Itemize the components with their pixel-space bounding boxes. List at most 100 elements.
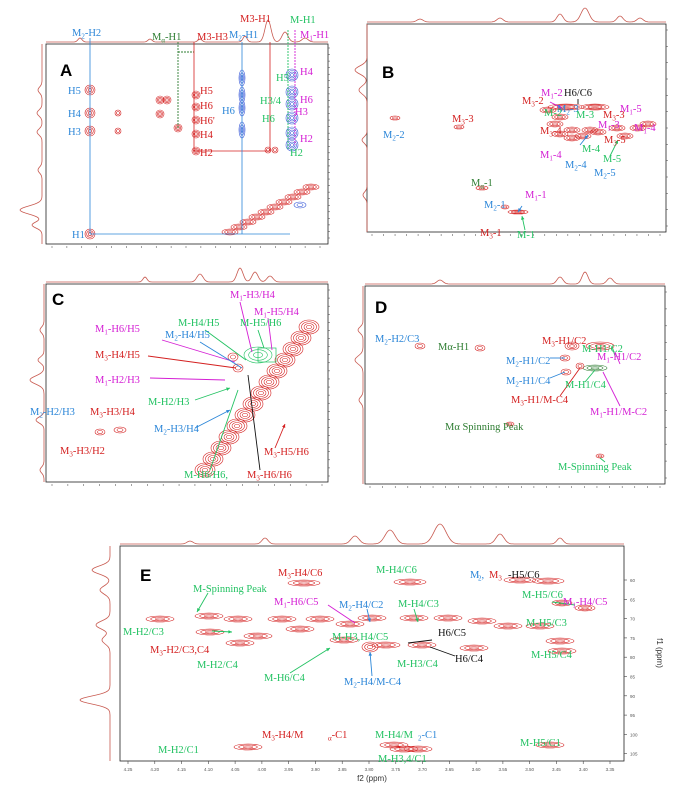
panel-c-diag-peak-ring — [210, 440, 232, 456]
panel-b-ring-peak-ring — [642, 121, 654, 127]
panel-e-row60-peak-ring — [503, 576, 537, 584]
panel-c-diag-peak-ring — [271, 367, 283, 375]
panel-b-ring-peak-ring — [552, 122, 558, 126]
panel-c-line9 — [209, 389, 239, 471]
panel-a-diag-peak-ring — [227, 230, 233, 234]
panel-a-diag-peak-ring — [224, 229, 236, 235]
panel-c-diag-peak-ring — [253, 387, 269, 399]
panel-a-mag-h2: H3 — [295, 107, 308, 118]
panel-e-row60-peak — [393, 578, 427, 586]
panel-c-diag-peak-ring — [282, 341, 304, 357]
panel-b-m21-peak-ring — [500, 204, 510, 210]
panel-e-label-mh5c3: M-H5/C3 — [526, 618, 567, 629]
panel-e-row70-peak-ring — [340, 621, 360, 627]
panel-e-xtick-label: 3.50 — [525, 767, 534, 772]
panel-e-row60-peak — [287, 579, 321, 587]
panel-a-weak-peak-ring — [114, 127, 122, 135]
panel-e-row70-peak — [145, 615, 175, 623]
panel-e-xtick-label: 4.05 — [231, 767, 240, 772]
panel-d-mah1-peak — [474, 344, 486, 352]
panel-a-mix-peak-ring — [287, 70, 297, 80]
panel-c-label-m2h4h5: M2-H4/H5 — [165, 330, 210, 343]
panel-a-mix-peak-ring — [287, 140, 297, 150]
projection-traces — [19, 7, 666, 761]
panel-e-row70-peak — [305, 615, 335, 623]
panel-b-label-m1: M-1 — [517, 230, 535, 241]
panel-a-mix-peak-ring — [290, 102, 294, 106]
panel-e-arrow-mh4c3-head — [415, 618, 419, 622]
panel-e-xtick-label: 4.20 — [150, 767, 159, 772]
panel-e-row75-peak-ring — [329, 636, 359, 644]
panel-d-mh1c4-peak-ring — [586, 365, 604, 371]
panel-a-label-mh1: M-H1 — [290, 15, 316, 26]
panel-e-xtick-label: 3.90 — [311, 767, 320, 772]
panel-b-top-trace — [367, 7, 666, 23]
panel-a-label-mah1: Mα-H1 — [152, 32, 181, 45]
panel-e-row60-peak-ring — [393, 578, 427, 586]
panel-c-diag-peak-ring — [250, 401, 256, 407]
panel-c-m3h3h4-peak-ring — [113, 426, 127, 434]
panel-b-ring-peak-ring — [619, 133, 631, 139]
panel-a-m3-peak-ring — [193, 117, 199, 123]
panel-c-diag-peak-ring — [293, 332, 309, 344]
panel-c-diag-peak-ring — [303, 323, 315, 331]
panel-d-m2h1c4-peak — [560, 368, 572, 376]
panel-e-row70-peak-ring — [367, 616, 377, 620]
panel-a-diag-peak-ring — [281, 200, 287, 204]
panel-c-diag-peak-ring — [298, 319, 320, 335]
panel-e-row75-peak-ring — [235, 641, 245, 645]
panel-e-label-m2m3-c: M3 — [489, 570, 502, 583]
panel-a-mix-peak-ring — [290, 116, 294, 120]
panel-b-m31-peak-ring — [507, 209, 529, 215]
panel-b-ma1-peak-ring — [478, 186, 486, 190]
panel-a-diag-blue-ring — [296, 203, 304, 207]
panel-b-ring-peak-ring — [542, 107, 554, 113]
panel-c-label-mh4h5: M-H4/H5 — [178, 318, 219, 329]
panel-e-row60-peak-ring — [287, 579, 321, 587]
panel-e-label-mh4m2c1: M-H4/M — [375, 730, 414, 741]
panel-c-line10 — [247, 374, 261, 471]
panel-b-ring-peak-ring — [616, 132, 634, 140]
panel-e-row70-peak-ring — [155, 617, 165, 621]
panel-e-row100-peak-ring — [389, 743, 399, 747]
panel-a-m3-peak-ring — [193, 104, 199, 110]
panel-c-label-m1h3h4: M1-H3/H4 — [230, 290, 276, 303]
panel-d-label-m1h1mc2: M1-H1/M-C2 — [590, 407, 647, 420]
panel-d-m2h2c3-peak-ring — [417, 344, 423, 348]
panel-b-ring-peak — [563, 126, 581, 134]
panel-e-row75-peak — [371, 641, 401, 649]
panel-a-m3-peak-ring — [194, 132, 198, 136]
panel-b-m33-peak — [453, 124, 465, 130]
panel-b-label-m22: M2-2 — [383, 130, 405, 143]
panel-c-diag-peak-ring — [213, 442, 229, 454]
panel-e-row70-peak-ring — [409, 616, 419, 620]
panel-d-left-trace — [354, 286, 364, 484]
panel-e-label-mh2c3: M-H2/C3 — [123, 627, 164, 638]
panel-e-row70-peak-ring — [503, 624, 513, 628]
panel-e-xtick-label: 3.70 — [418, 767, 427, 772]
panel-a-diag-peak — [230, 223, 248, 231]
panel-d-line5 — [584, 369, 596, 383]
panel-e-m2h4mc4-peak-ring — [364, 643, 376, 651]
panel-a-letter: A — [60, 61, 72, 80]
panel-e-row70-peak-ring — [228, 616, 248, 622]
panel-e-label-m2m3-a: M — [470, 570, 480, 581]
panel-c-diag-peak-ring — [242, 412, 248, 418]
panel-a-label-m3h3: M3-H3 — [197, 32, 228, 43]
panel-e-row70-peak-ring — [277, 617, 287, 621]
panel-b-ring-peak-ring — [569, 136, 575, 140]
panel-a-mix-peak-ring — [288, 88, 296, 96]
panel-d-maspin-peak-ring — [505, 421, 515, 427]
panel-a-weak-peak-ring — [116, 111, 120, 115]
panel-d-maspin-peak-ring — [507, 422, 513, 426]
panel-e-ytick-label: 65 — [630, 597, 636, 602]
panel-b-h6c6-peak2-ring — [584, 104, 606, 110]
panel-e-xtick-label: 3.95 — [284, 767, 293, 772]
panel-b-ring-peak-ring — [581, 126, 599, 134]
axis-ticks — [51, 29, 668, 764]
panel-e-row60-peak-ring — [531, 577, 565, 585]
panel-b-letter: B — [382, 63, 394, 82]
panel-e-row100-peak — [233, 743, 263, 751]
panel-e-label-m1h4c5: M1-H4/C5 — [563, 597, 607, 610]
panel-e-row75-peak-ring — [290, 626, 310, 632]
